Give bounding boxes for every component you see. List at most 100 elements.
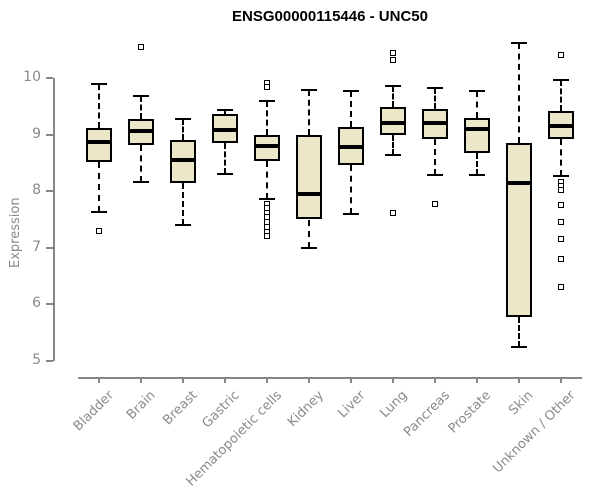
outlier-lung (390, 49, 396, 56)
y-tick-label: 7 (32, 238, 41, 255)
box-lung (380, 106, 406, 136)
whisker-lower-gastric (224, 143, 226, 175)
outlier-unknown-other (558, 52, 564, 59)
whisker-cap-upper-breast (175, 117, 191, 120)
x-tick-label-bladder: Bladder (70, 388, 117, 435)
outlier-hematopoietic-cells (264, 233, 270, 240)
outlier-bladder (96, 227, 102, 234)
whisker-lower-lung (392, 135, 394, 155)
outlier-brain (138, 43, 144, 50)
x-tick-label-prostate: Prostate (446, 388, 495, 437)
median-gastric (212, 128, 238, 133)
y-axis-tick (46, 190, 53, 193)
x-tick-label-kidney: Kidney (284, 388, 327, 430)
whisker-cap-lower-liver (343, 212, 359, 215)
whisker-cap-lower-pancreas (427, 174, 443, 177)
x-axis-tick (98, 377, 100, 383)
x-tick-label-liver: Liver (335, 388, 369, 422)
outlier-lung (390, 56, 396, 63)
median-brain (128, 129, 154, 134)
whisker-upper-lung (392, 86, 394, 107)
y-tick-label: 5 (32, 352, 41, 368)
median-breast (170, 158, 196, 163)
median-pancreas (422, 120, 448, 125)
whisker-lower-skin (518, 317, 520, 347)
whisker-upper-hematopoietic-cells (266, 100, 268, 135)
whisker-cap-lower-bladder (91, 211, 107, 214)
x-tick-label-unknown-other: Unknown / Other (490, 388, 579, 477)
outlier-unknown-other (558, 284, 564, 291)
x-axis-tick (518, 377, 520, 383)
x-tick-label-brain: Brain (123, 388, 159, 423)
whisker-upper-pancreas (434, 88, 436, 109)
whisker-lower-pancreas (434, 138, 436, 176)
median-prostate (464, 126, 490, 131)
whisker-cap-upper-liver (343, 90, 359, 93)
outlier-unknown-other (558, 236, 564, 243)
x-tick-label-skin: Skin (506, 388, 537, 419)
y-tick-label: 6 (32, 295, 41, 312)
whisker-cap-lower-skin (511, 345, 527, 348)
whisker-cap-upper-bladder (91, 82, 107, 85)
whisker-lower-hematopoietic-cells (266, 160, 268, 199)
x-axis-tick (182, 377, 184, 383)
box-kidney (296, 134, 322, 220)
whisker-upper-gastric (224, 110, 226, 115)
whisker-cap-upper-lung (385, 85, 401, 88)
whisker-cap-lower-kidney (301, 246, 317, 249)
x-tick-label-breast: Breast (160, 388, 201, 429)
median-skin (506, 180, 532, 185)
median-liver (338, 145, 364, 150)
x-axis-tick (308, 377, 310, 383)
box-skin (506, 142, 532, 318)
whisker-cap-lower-breast (175, 224, 191, 227)
whisker-upper-liver (350, 91, 352, 127)
x-axis-tick (560, 377, 562, 383)
whisker-lower-liver (350, 165, 352, 214)
y-axis-tick (46, 360, 53, 362)
x-tick-label-lung: Lung (377, 388, 411, 422)
median-unknown-other (548, 124, 574, 129)
y-axis-line (53, 78, 55, 361)
y-tick-label: 8 (32, 182, 41, 199)
x-axis-tick (434, 377, 436, 383)
whisker-lower-kidney (308, 219, 310, 248)
whisker-upper-skin (518, 42, 520, 143)
whisker-upper-breast (182, 118, 184, 141)
whisker-lower-bladder (98, 161, 100, 213)
whisker-lower-unknown-other (560, 138, 562, 176)
box-prostate (464, 117, 490, 153)
box-bladder (86, 128, 112, 162)
whisker-lower-prostate (476, 152, 478, 176)
whisker-cap-lower-hematopoietic-cells (259, 197, 275, 200)
whisker-cap-upper-kidney (301, 89, 317, 92)
y-tick-label: 10 (23, 69, 41, 85)
whisker-lower-breast (182, 182, 184, 226)
whisker-cap-upper-pancreas (427, 87, 443, 90)
whisker-upper-prostate (476, 91, 478, 118)
outlier-pancreas (432, 201, 438, 208)
whisker-cap-lower-prostate (469, 174, 485, 177)
outlier-unknown-other (558, 256, 564, 263)
whisker-cap-upper-unknown-other (553, 78, 569, 81)
y-tick-label: 9 (32, 125, 41, 142)
y-axis-tick (46, 246, 53, 249)
whisker-upper-kidney (308, 90, 310, 135)
whisker-cap-lower-gastric (217, 173, 233, 176)
whisker-cap-upper-gastric (217, 109, 233, 112)
whisker-cap-upper-hematopoietic-cells (259, 99, 275, 102)
chart-title: ENSG00000115446 - UNC50 (232, 8, 428, 25)
x-axis-line (78, 377, 582, 379)
whisker-cap-upper-skin (511, 41, 527, 44)
whisker-upper-unknown-other (560, 79, 562, 111)
x-axis-tick (350, 377, 352, 383)
median-lung (380, 121, 406, 126)
outlier-unknown-other (558, 218, 564, 225)
y-axis-tick (46, 77, 53, 79)
whisker-cap-lower-unknown-other (553, 174, 569, 177)
whisker-upper-bladder (98, 83, 100, 129)
x-axis-tick (224, 377, 226, 383)
outlier-lung (390, 209, 396, 216)
y-axis-tick (46, 303, 53, 306)
